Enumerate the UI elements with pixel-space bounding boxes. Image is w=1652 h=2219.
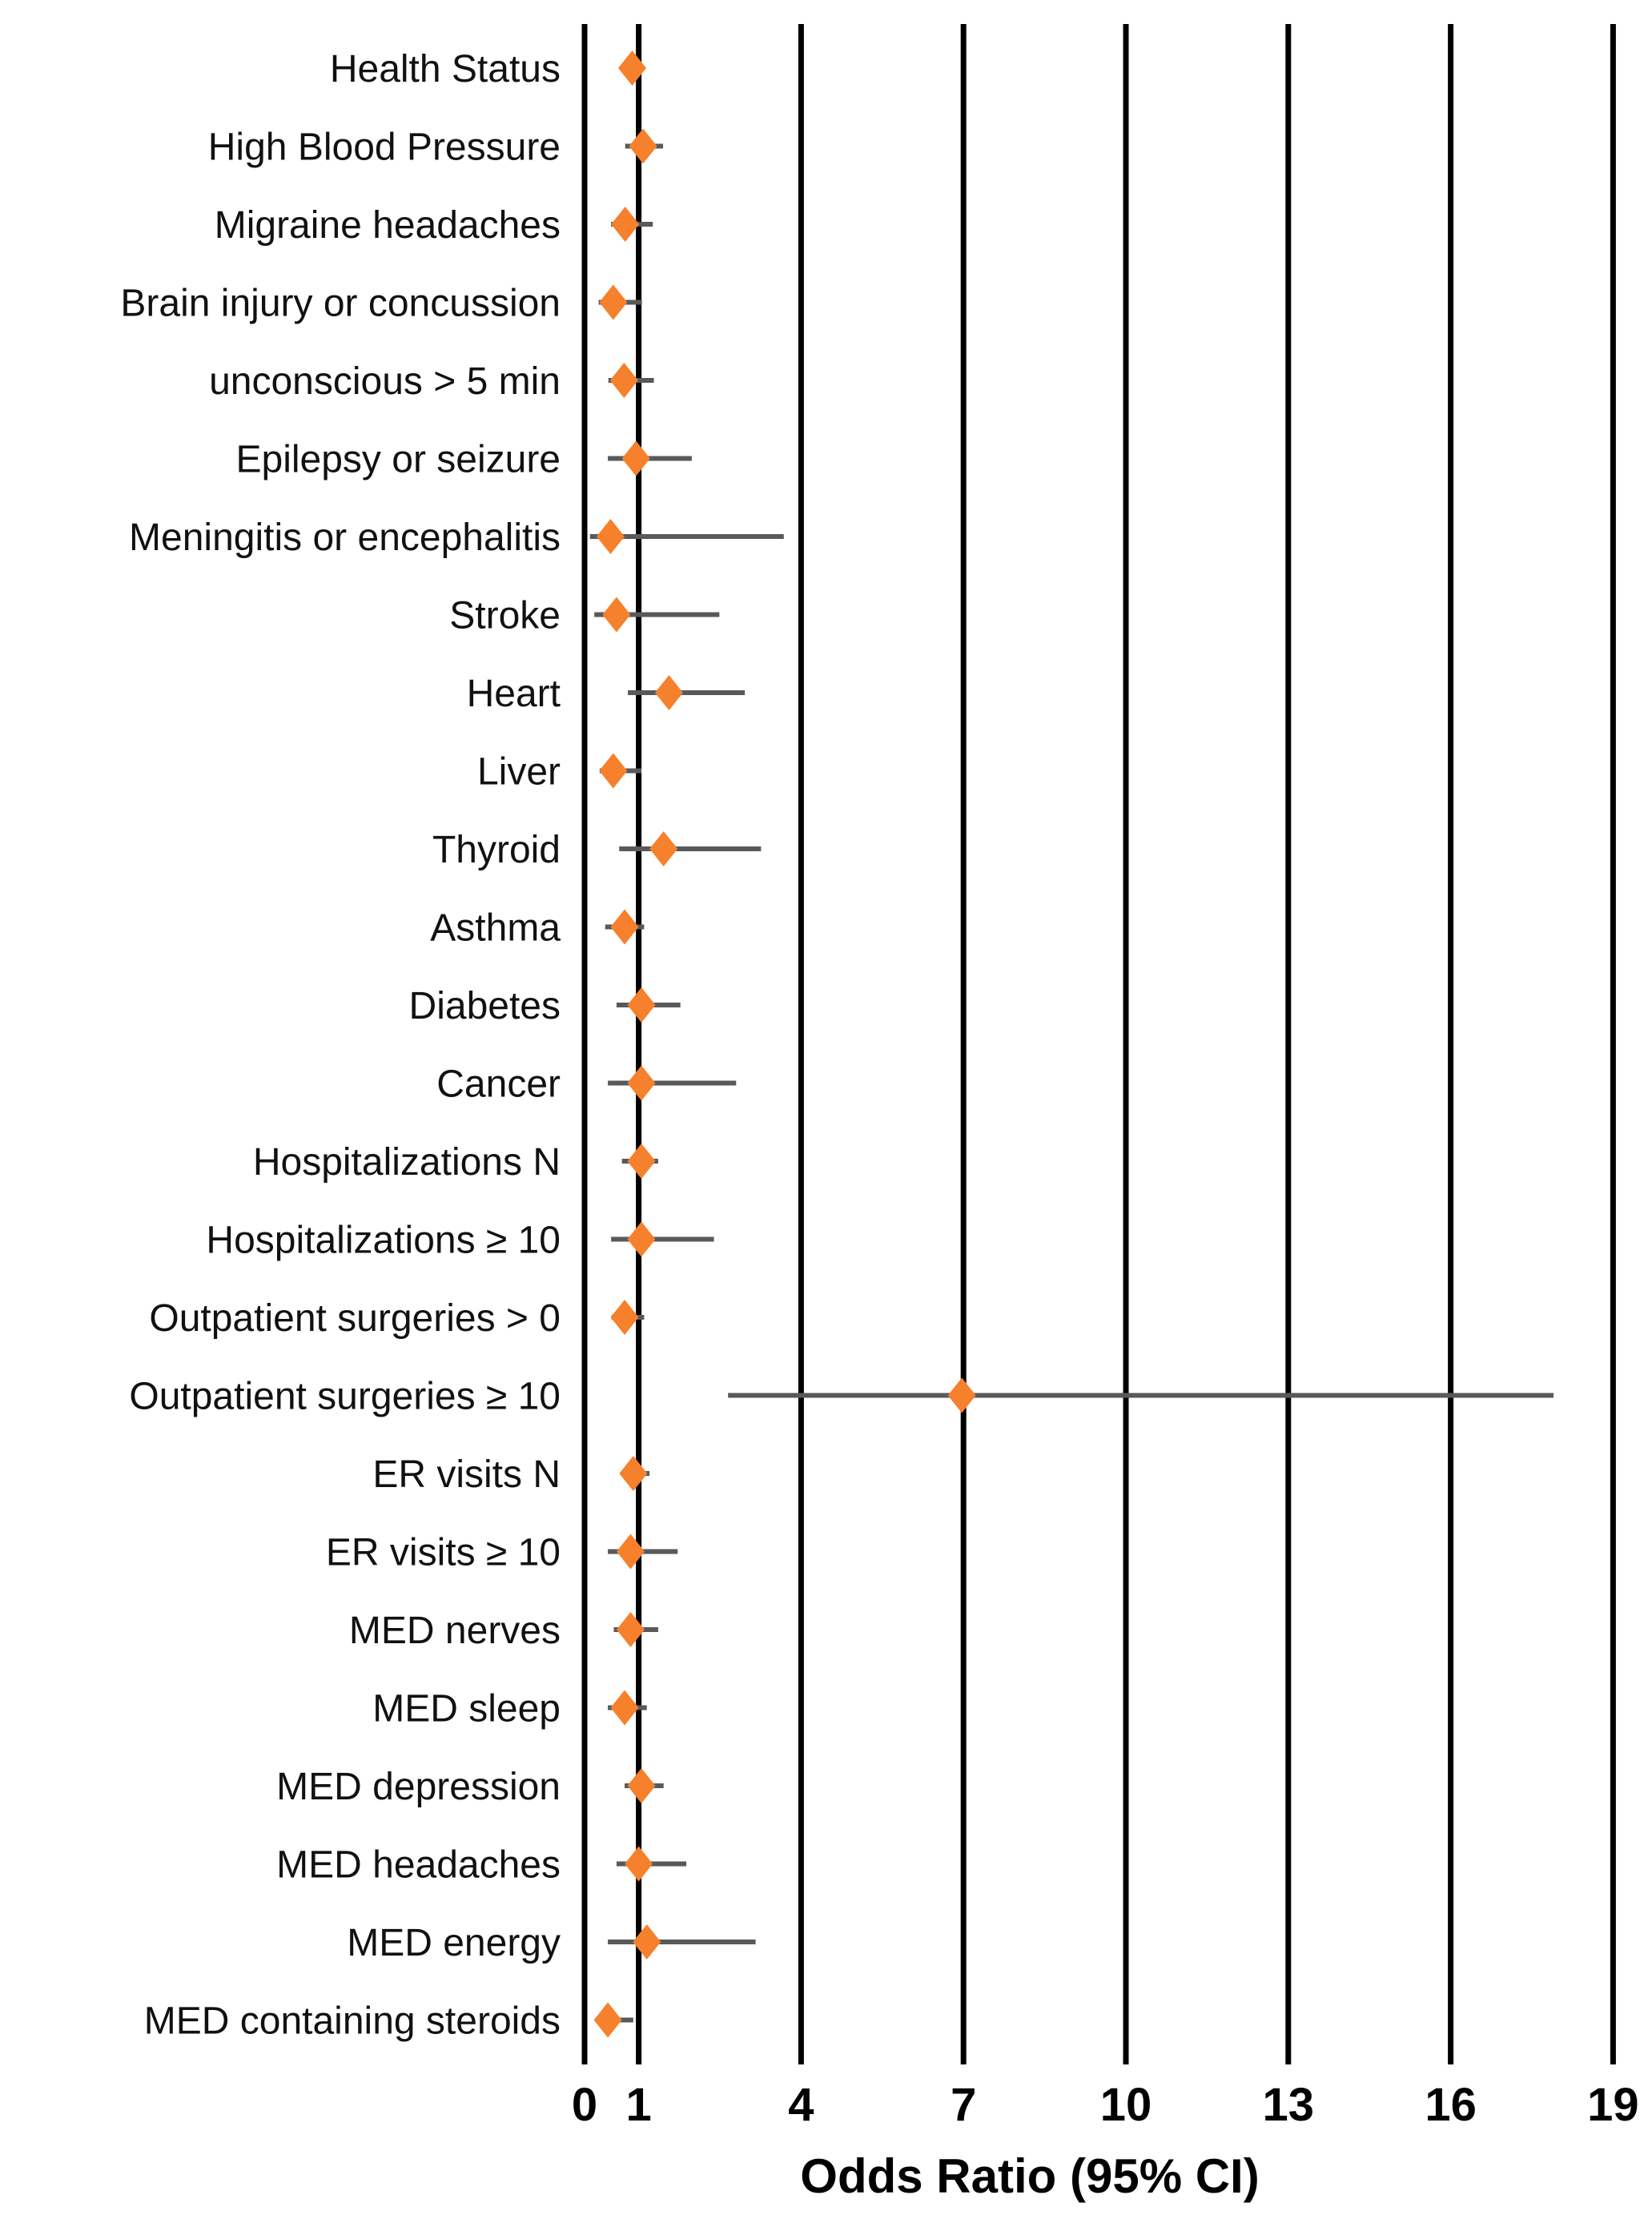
forest-row: MED sleep <box>372 1688 647 1731</box>
category-label: MED headaches <box>276 1844 561 1887</box>
odds-ratio-diamond <box>627 1221 656 1257</box>
forest-row: Outpatient surgeries > 0 <box>149 1297 645 1340</box>
forest-row: MED containing steroids <box>144 2000 633 2043</box>
x-tick-label-0: 0 <box>572 2079 597 2131</box>
odds-ratio-diamond <box>617 50 646 86</box>
forest-row: Stroke <box>449 595 720 637</box>
category-label: Outpatient surgeries > 0 <box>149 1297 561 1340</box>
category-label: ER visits N <box>372 1453 561 1496</box>
forest-row: Brain injury or concussion <box>120 283 642 325</box>
category-label: MED depression <box>276 1766 561 1808</box>
category-label: Diabetes <box>409 985 561 1027</box>
odds-ratio-diamond <box>602 597 631 633</box>
forest-row: ER visits ≥ 10 <box>326 1532 678 1574</box>
odds-ratio-diamond <box>627 987 656 1023</box>
category-label: Migraine headaches <box>215 204 561 247</box>
x-tick-labels: 0 1 4 7 10 13 16 19 <box>572 2079 1639 2131</box>
odds-ratio-diamond <box>619 1456 648 1491</box>
forest-row: MED nerves <box>349 1610 658 1652</box>
category-label: Epilepsy or seizure <box>235 439 561 481</box>
x-axis-title: Odds Ratio (95% CI) <box>800 2149 1259 2203</box>
category-label: ER visits ≥ 10 <box>326 1532 561 1574</box>
odds-ratio-diamond <box>609 363 638 398</box>
x-tick-label-4: 4 <box>788 2079 814 2131</box>
gridlines <box>581 24 1616 2064</box>
category-label: MED sleep <box>372 1688 561 1731</box>
odds-ratio-diamond <box>593 2002 622 2038</box>
forest-row: Asthma <box>430 907 645 950</box>
x-tick-label-7: 7 <box>951 2079 976 2131</box>
odds-ratio-diamond <box>610 909 639 945</box>
forest-row: Liver <box>477 751 641 794</box>
category-label: Outpatient surgeries ≥ 10 <box>129 1376 561 1418</box>
odds-ratio-diamond <box>599 753 628 789</box>
category-label: MED nerves <box>349 1610 561 1652</box>
category-label: Hospitalizations ≥ 10 <box>206 1220 561 1262</box>
odds-ratio-diamond <box>627 1768 656 1803</box>
forest-row: Health Status <box>330 48 646 90</box>
forest-row: MED depression <box>276 1766 664 1808</box>
x-tick-label-16: 16 <box>1425 2079 1477 2131</box>
x-tick-label-13: 13 <box>1263 2079 1315 2131</box>
category-label: Health Status <box>330 48 561 90</box>
forest-row: Heart <box>467 673 746 715</box>
category-label: unconscious > 5 min <box>209 360 561 403</box>
odds-ratio-diamond <box>616 1612 645 1647</box>
odds-ratio-diamond <box>654 675 683 710</box>
odds-ratio-diamond <box>625 1846 653 1882</box>
category-label: Thyroid <box>432 829 561 871</box>
category-label: Liver <box>477 751 561 794</box>
odds-ratio-diamond <box>633 1924 661 1960</box>
category-label: Hospitalizations N <box>253 1141 561 1184</box>
category-label: Brain injury or concussion <box>120 283 561 325</box>
category-label: Heart <box>467 673 561 715</box>
forest-row: unconscious > 5 min <box>209 360 654 403</box>
forest-row: MED headaches <box>276 1844 687 1887</box>
odds-ratio-diamond <box>596 519 625 554</box>
odds-ratio-diamond <box>621 440 650 476</box>
category-label: Stroke <box>449 595 561 637</box>
odds-ratio-diamond <box>610 1690 639 1726</box>
category-label: MED containing steroids <box>144 2000 561 2043</box>
odds-ratio-diamond <box>616 1534 645 1570</box>
odds-ratio-diamond <box>611 207 640 242</box>
category-label: Cancer <box>436 1063 561 1106</box>
forest-row: Hospitalizations N <box>253 1141 658 1184</box>
forest-row: Diabetes <box>409 985 681 1027</box>
odds-ratio-diamond <box>610 1300 639 1335</box>
plot-rows: Health Status High Blood Pressure Migraine… <box>120 48 1554 2043</box>
forest-row: Outpatient surgeries ≥ 10 <box>129 1376 1554 1418</box>
forest-row: High Blood Pressure <box>208 127 664 169</box>
category-label: High Blood Pressure <box>208 127 561 169</box>
forest-row: Migraine headaches <box>215 204 653 247</box>
odds-ratio-diamond <box>627 1065 656 1101</box>
forest-row: Epilepsy or seizure <box>235 439 692 481</box>
odds-ratio-diamond <box>629 128 657 164</box>
forest-row: Cancer <box>436 1063 737 1106</box>
category-label: Asthma <box>430 907 561 950</box>
x-tick-label-19: 19 <box>1587 2079 1639 2131</box>
forest-row: Hospitalizations ≥ 10 <box>206 1220 714 1262</box>
odds-ratio-diamond <box>947 1377 976 1413</box>
forest-row: ER visits N <box>372 1453 650 1496</box>
odds-ratio-diamond <box>627 1144 656 1179</box>
odds-ratio-diamond <box>599 284 628 320</box>
forest-row: MED energy <box>347 1922 756 1964</box>
forest-row: Meningitis or encephalitis <box>129 517 784 559</box>
x-tick-label-1: 1 <box>625 2079 651 2131</box>
category-label: Meningitis or encephalitis <box>129 517 561 559</box>
category-label: MED energy <box>347 1922 561 1964</box>
forest-row: Thyroid <box>432 829 762 871</box>
odds-ratio-diamond <box>649 831 678 866</box>
x-tick-label-10: 10 <box>1100 2079 1152 2131</box>
